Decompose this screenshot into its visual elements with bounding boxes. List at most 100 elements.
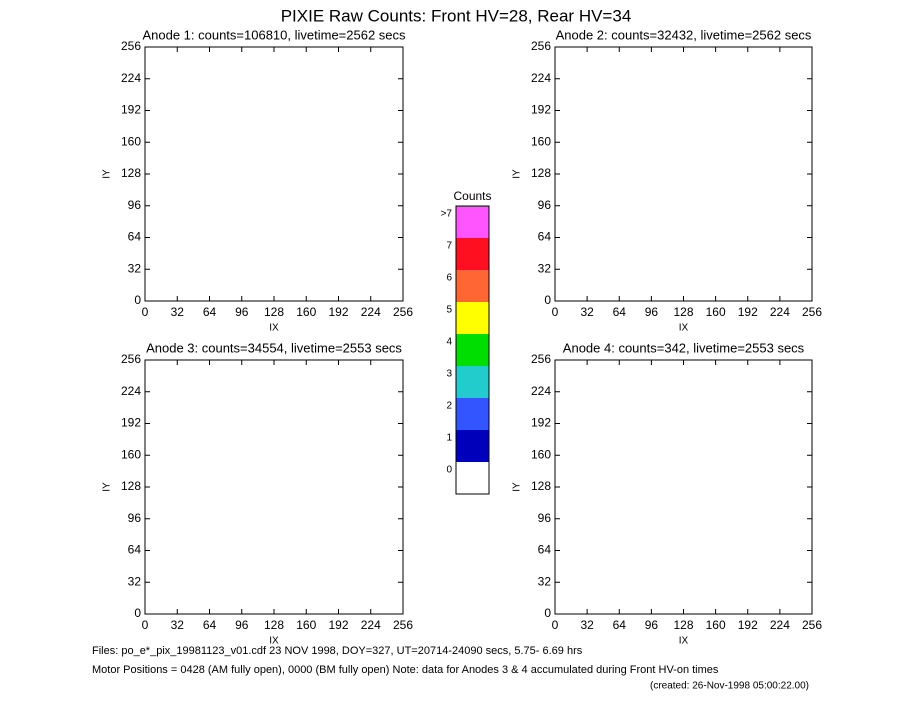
x-tick-label: 256 (802, 305, 822, 319)
x-tick-label: 0 (142, 305, 149, 319)
y-tick-label: 64 (538, 543, 552, 557)
x-tick-label: 0 (142, 618, 149, 632)
x-tick-label: 128 (264, 305, 284, 319)
legend-swatch (456, 270, 489, 302)
plot-frame (144, 359, 404, 615)
y-tick-label: 192 (531, 416, 551, 430)
y-tick-label: 0 (134, 606, 141, 620)
legend-swatch (456, 430, 489, 462)
x-tick-label: 128 (264, 618, 284, 632)
chart-title: Anode 2: counts=32432, livetime=2562 sec… (556, 27, 812, 42)
plot-frame (554, 359, 813, 615)
x-axis-label: IX (269, 323, 279, 334)
y-tick-label: 224 (121, 71, 141, 85)
y-tick-label: 96 (128, 511, 142, 525)
colorbar-frame (455, 205, 490, 495)
legend-label: 6 (446, 273, 452, 284)
y-tick-label: 160 (531, 134, 551, 148)
y-tick-label: 32 (538, 261, 552, 275)
x-tick-label: 96 (235, 618, 249, 632)
x-tick-label: 256 (393, 305, 413, 319)
legend-label: 4 (446, 337, 452, 348)
x-tick-label: 64 (203, 618, 217, 632)
legend-swatch (456, 462, 489, 494)
plot-frame (144, 46, 404, 302)
legend-label: 7 (446, 241, 452, 252)
y-tick-label: 160 (121, 447, 141, 461)
x-tick-label: 32 (171, 305, 185, 319)
x-axis-label: IX (269, 636, 279, 647)
x-tick-label: 192 (738, 305, 758, 319)
chart-title: Anode 4: counts=342, livetime=2553 secs (563, 340, 805, 355)
plot-frame (554, 46, 813, 302)
colorbar-title: Counts (453, 189, 491, 203)
y-axis-label: IY (102, 482, 113, 492)
x-tick-label: 96 (645, 305, 659, 319)
x-tick-label: 160 (706, 305, 726, 319)
x-tick-label: 64 (613, 618, 627, 632)
x-tick-label: 160 (296, 305, 316, 319)
y-tick-label: 64 (128, 230, 142, 244)
x-axis-label: IX (679, 323, 689, 334)
x-tick-label: 160 (706, 618, 726, 632)
legend-label: 1 (446, 433, 452, 444)
legend-swatch (456, 238, 489, 270)
y-tick-label: 192 (531, 103, 551, 117)
x-axis-label: IX (679, 636, 689, 647)
x-tick-label: 64 (203, 305, 217, 319)
x-tick-label: 224 (770, 618, 790, 632)
chart-title: Anode 1: counts=106810, livetime=2562 se… (142, 27, 406, 42)
legend-swatch (456, 398, 489, 430)
y-tick-label: 96 (538, 198, 552, 212)
y-tick-label: 192 (121, 416, 141, 430)
legend-swatch (456, 206, 489, 238)
x-tick-label: 192 (328, 305, 348, 319)
y-tick-label: 224 (531, 384, 551, 398)
footer-created: (created: 26-Nov-1998 05:00:22.00) (650, 681, 809, 692)
legend-swatch (456, 302, 489, 334)
y-tick-label: 128 (531, 166, 551, 180)
x-tick-label: 256 (802, 618, 822, 632)
y-tick-label: 32 (128, 261, 142, 275)
x-tick-label: 32 (171, 618, 185, 632)
legend-label: 3 (446, 369, 452, 380)
x-tick-label: 32 (580, 618, 594, 632)
y-tick-label: 224 (531, 71, 551, 85)
y-tick-label: 32 (538, 574, 552, 588)
y-tick-label: 256 (121, 352, 141, 366)
y-tick-label: 128 (121, 166, 141, 180)
x-tick-label: 192 (328, 618, 348, 632)
x-tick-label: 160 (296, 618, 316, 632)
legend-label: 5 (446, 305, 452, 316)
legend-label: 0 (446, 465, 452, 476)
y-tick-label: 128 (121, 479, 141, 493)
y-axis-label: IY (102, 169, 113, 179)
y-tick-label: 192 (121, 103, 141, 117)
y-tick-label: 256 (531, 39, 551, 53)
y-tick-label: 96 (538, 511, 552, 525)
x-tick-label: 0 (552, 618, 559, 632)
x-tick-label: 224 (361, 305, 381, 319)
y-tick-label: 160 (531, 447, 551, 461)
y-tick-label: 0 (544, 293, 551, 307)
page-title: PIXIE Raw Counts: Front HV=28, Rear HV=3… (281, 6, 632, 25)
y-tick-label: 256 (531, 352, 551, 366)
y-tick-label: 32 (128, 574, 142, 588)
y-tick-label: 0 (134, 293, 141, 307)
footer-files: Files: po_e*_pix_19981123_v01.cdf 23 NOV… (92, 645, 583, 657)
chart-title: Anode 3: counts=34554, livetime=2553 sec… (146, 340, 402, 355)
y-tick-label: 96 (128, 198, 142, 212)
legend-swatch (456, 366, 489, 398)
y-tick-label: 224 (121, 384, 141, 398)
footer-motor: Motor Positions = 0428 (AM fully open), … (92, 664, 719, 676)
y-tick-label: 64 (538, 230, 552, 244)
x-tick-label: 192 (738, 618, 758, 632)
x-tick-label: 0 (552, 305, 559, 319)
x-tick-label: 64 (613, 305, 627, 319)
y-tick-label: 256 (121, 39, 141, 53)
legend-label: >7 (441, 209, 453, 220)
legend-label: 2 (446, 401, 452, 412)
y-tick-label: 160 (121, 134, 141, 148)
x-tick-label: 96 (645, 618, 659, 632)
